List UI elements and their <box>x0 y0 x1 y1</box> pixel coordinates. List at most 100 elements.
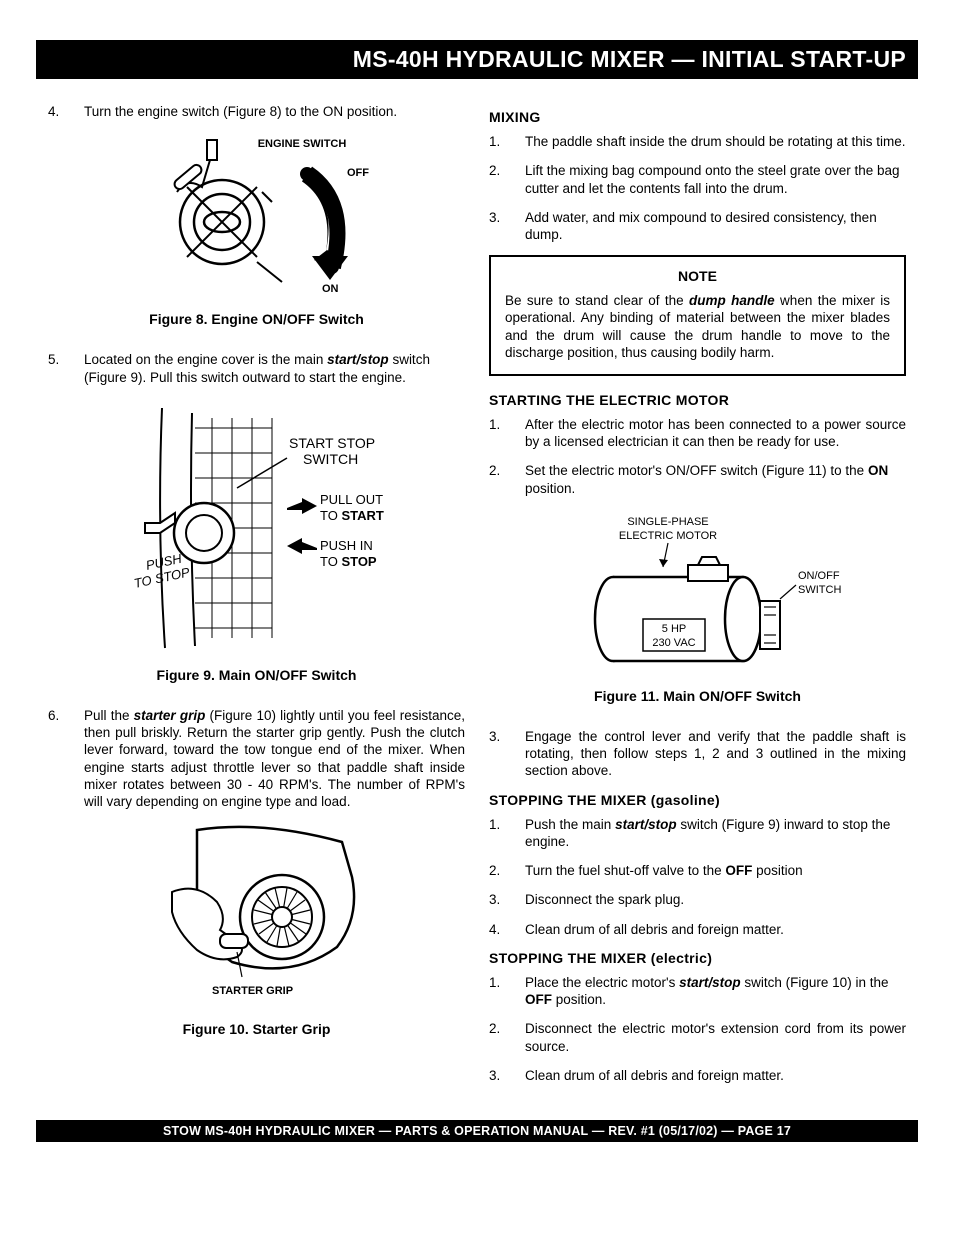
step-text: Add water, and mix compound to desired c… <box>525 209 906 244</box>
text-bold-italic: starter grip <box>134 708 206 723</box>
svg-text:SWITCH: SWITCH <box>798 584 841 596</box>
figure-8-caption: Figure 8. Engine ON/OFF Switch <box>48 311 465 327</box>
step-text: Set the electric motor's ON/OFF switch (… <box>525 462 906 497</box>
text-bold: OFF <box>725 863 752 878</box>
svg-text:SINGLE-PHASE: SINGLE-PHASE <box>627 516 708 528</box>
text-span: position. <box>552 992 606 1007</box>
text-bold: OFF <box>525 992 552 1007</box>
figure-11-caption: Figure 11. Main ON/OFF Switch <box>489 688 906 704</box>
stopgas-1: 1.Push the main start/stop switch (Figur… <box>489 816 906 851</box>
svg-text:PULL OUT: PULL OUT <box>320 492 383 507</box>
step-text: Turn the fuel shut-off valve to the OFF … <box>525 862 906 879</box>
step-num: 3. <box>489 728 525 780</box>
text-bold-italic: start/stop <box>327 352 389 367</box>
svg-text:SWITCH: SWITCH <box>303 451 358 467</box>
svg-text:ON: ON <box>322 283 339 295</box>
step-num: 1. <box>489 816 525 851</box>
step-num: 3. <box>489 891 525 908</box>
step-num: 2. <box>489 1020 525 1055</box>
step-text: Clean drum of all debris and foreign mat… <box>525 921 906 938</box>
text-bold-italic: dump handle <box>689 293 775 308</box>
figure-10-diagram: STARTER GRIP <box>142 822 372 1012</box>
figure-11-diagram: SINGLE-PHASE ELECTRIC MOTOR <box>548 509 848 679</box>
step-5: 5. Located on the engine cover is the ma… <box>48 351 465 386</box>
stopgas-head: STOPPING THE MIXER (gasoline) <box>489 792 906 808</box>
note-box: NOTE Be sure to stand clear of the dump … <box>489 255 906 375</box>
step-num: 3. <box>489 209 525 244</box>
stopelec-head: STOPPING THE MIXER (electric) <box>489 950 906 966</box>
svg-text:START STOP: START STOP <box>289 435 375 451</box>
text-span: Set the electric motor's ON/OFF switch (… <box>525 463 868 478</box>
figure-10: STARTER GRIP <box>48 822 465 1015</box>
left-column: 4. Turn the engine switch (Figure 8) to … <box>48 103 465 1096</box>
step-num: 1. <box>489 416 525 451</box>
text-span: Located on the engine cover is the main <box>84 352 327 367</box>
page-footer-bar: STOW MS-40H HYDRAULIC MIXER — PARTS & OP… <box>36 1120 918 1142</box>
note-head: NOTE <box>505 267 890 285</box>
step-text: Push the main start/stop switch (Figure … <box>525 816 906 851</box>
step-num: 2. <box>489 862 525 879</box>
step-text: Clean drum of all debris and foreign mat… <box>525 1067 906 1084</box>
svg-text:230 VAC: 230 VAC <box>652 637 695 649</box>
svg-text:OFF: OFF <box>347 167 369 179</box>
mixing-3: 3.Add water, and mix compound to desired… <box>489 209 906 244</box>
step-4: 4. Turn the engine switch (Figure 8) to … <box>48 103 465 120</box>
text-span: Push the main <box>525 817 615 832</box>
stopgas-3: 3.Disconnect the spark plug. <box>489 891 906 908</box>
svg-text:PUSH IN: PUSH IN <box>320 538 373 553</box>
start-electric-head: STARTING THE ELECTRIC MOTOR <box>489 392 906 408</box>
step-num: 1. <box>489 133 525 150</box>
step-text: Located on the engine cover is the main … <box>84 351 465 386</box>
figure-8-diagram: ENGINE SWITCH OFF ON <box>132 132 382 302</box>
step-text: Place the electric motor's start/stop sw… <box>525 974 906 1009</box>
text-span: position <box>752 863 802 878</box>
step-num: 1. <box>489 974 525 1009</box>
mixing-1: 1.The paddle shaft inside the drum shoul… <box>489 133 906 150</box>
svg-text:STARTER GRIP: STARTER GRIP <box>212 985 293 997</box>
stopgas-4: 4.Clean drum of all debris and foreign m… <box>489 921 906 938</box>
figure-9-diagram: START STOP SWITCH PULL OUT TO START PUSH… <box>117 398 397 658</box>
svg-text:ENGINE SWITCH: ENGINE SWITCH <box>257 138 346 150</box>
text-bold: ON <box>868 463 888 478</box>
text-span: Turn the fuel shut-off valve to the <box>525 863 725 878</box>
text-span: Be sure to stand clear of the <box>505 293 689 308</box>
stopgas-2: 2.Turn the fuel shut-off valve to the OF… <box>489 862 906 879</box>
step-text: Disconnect the electric motor's extensio… <box>525 1020 906 1055</box>
svg-text:ELECTRIC MOTOR: ELECTRIC MOTOR <box>618 530 716 542</box>
startelec-1: 1.After the electric motor has been conn… <box>489 416 906 451</box>
step-text: Pull the starter grip (Figure 10) lightl… <box>84 707 465 811</box>
figure-8: ENGINE SWITCH OFF ON <box>48 132 465 305</box>
startelec-3: 3.Engage the control lever and verify th… <box>489 728 906 780</box>
step-6: 6. Pull the starter grip (Figure 10) lig… <box>48 707 465 811</box>
step-num: 4. <box>48 103 84 120</box>
step-text: After the electric motor has been connec… <box>525 416 906 451</box>
text-bold-italic: start/stop <box>679 975 741 990</box>
step-num: 3. <box>489 1067 525 1084</box>
figure-11: SINGLE-PHASE ELECTRIC MOTOR <box>489 509 906 682</box>
startelec-2: 2.Set the electric motor's ON/OFF switch… <box>489 462 906 497</box>
step-num: 4. <box>489 921 525 938</box>
step-text: Turn the engine switch (Figure 8) to the… <box>84 103 465 120</box>
svg-text:TO STOP: TO STOP <box>320 554 377 569</box>
text-span: Place the electric motor's <box>525 975 679 990</box>
page-title-bar: MS-40H HYDRAULIC MIXER — INITIAL START-U… <box>36 40 918 79</box>
svg-text:TO START: TO START <box>320 508 384 523</box>
step-text: Lift the mixing bag compound onto the st… <box>525 162 906 197</box>
svg-text:ON/OFF: ON/OFF <box>798 570 840 582</box>
columns: 4. Turn the engine switch (Figure 8) to … <box>48 103 906 1096</box>
step-num: 2. <box>489 162 525 197</box>
text-span: Pull the <box>84 708 134 723</box>
figure-10-caption: Figure 10. Starter Grip <box>48 1021 465 1037</box>
step-text: Disconnect the spark plug. <box>525 891 906 908</box>
step-text: Engage the control lever and verify that… <box>525 728 906 780</box>
step-num: 5. <box>48 351 84 386</box>
text-span: switch (Figure 10) in the <box>741 975 889 990</box>
mixing-head: MIXING <box>489 109 906 125</box>
svg-text:5 HP: 5 HP <box>661 623 685 635</box>
right-column: MIXING 1.The paddle shaft inside the dru… <box>489 103 906 1096</box>
step-text: The paddle shaft inside the drum should … <box>525 133 906 150</box>
figure-9-caption: Figure 9. Main ON/OFF Switch <box>48 667 465 683</box>
step-num: 2. <box>489 462 525 497</box>
stopelec-2: 2.Disconnect the electric motor's extens… <box>489 1020 906 1055</box>
text-bold-italic: start/stop <box>615 817 677 832</box>
